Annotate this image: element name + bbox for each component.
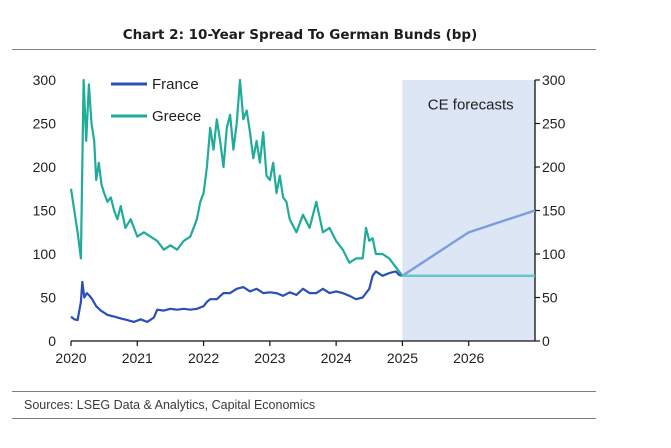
y-tick-label-left: 300 bbox=[33, 72, 57, 88]
y-tick-label-right: 200 bbox=[542, 159, 566, 175]
y-tick-label-left: 150 bbox=[33, 203, 57, 219]
y-tick-label-right: 50 bbox=[542, 290, 558, 306]
source-note: Sources: LSEG Data & Analytics, Capital … bbox=[24, 398, 316, 412]
x-tick-label: 2021 bbox=[122, 350, 153, 366]
y-tick-label-right: 300 bbox=[542, 72, 566, 88]
forecast-label: CE forecasts bbox=[428, 97, 514, 114]
legend-label-greece: Greece bbox=[152, 108, 201, 125]
x-tick-label: 2025 bbox=[387, 350, 418, 366]
forecast-line-france bbox=[401, 209, 536, 277]
source-divider-bottom bbox=[12, 418, 596, 419]
y-tick-label-right: 250 bbox=[542, 116, 566, 132]
y-tick-label-left: 100 bbox=[33, 246, 57, 262]
y-tick-label-right: 0 bbox=[542, 333, 550, 349]
x-tick-label: 2022 bbox=[188, 350, 219, 366]
y-tick-label-left: 0 bbox=[48, 333, 56, 349]
source-divider-top bbox=[12, 391, 596, 392]
y-tick-label-right: 150 bbox=[542, 203, 566, 219]
y-tick-label-right: 100 bbox=[542, 246, 566, 262]
x-tick-label: 2020 bbox=[55, 350, 86, 366]
forecast-region bbox=[402, 80, 535, 341]
y-tick-label-left: 250 bbox=[33, 116, 57, 132]
title-divider bbox=[12, 49, 596, 50]
legend-label-france: France bbox=[152, 76, 199, 93]
x-tick-label: 2026 bbox=[453, 350, 484, 366]
x-tick-label: 2024 bbox=[321, 350, 352, 366]
y-tick-label-left: 200 bbox=[33, 159, 57, 175]
x-tick-label: 2023 bbox=[254, 350, 285, 366]
chart-title: Chart 2: 10-Year Spread To German Bunds … bbox=[122, 27, 478, 43]
y-tick-label-left: 50 bbox=[40, 290, 56, 306]
series-line-greece bbox=[69, 78, 404, 277]
series-line-france bbox=[70, 270, 403, 323]
